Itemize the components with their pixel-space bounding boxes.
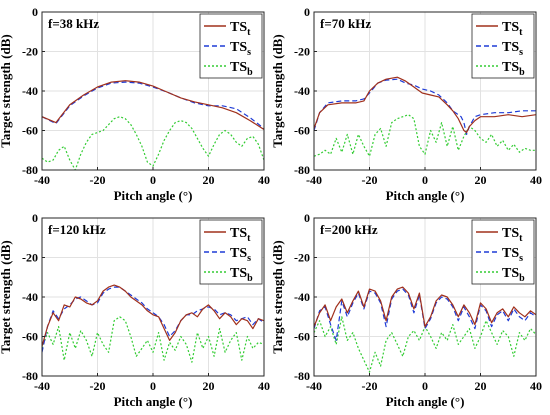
x-axis-label: Pitch angle (°) xyxy=(114,394,193,409)
chart-title: f=200 kHz xyxy=(320,222,378,237)
legend: TSt TSs TSb xyxy=(199,13,263,79)
legend-label-TSs: TSs xyxy=(230,40,251,58)
y-tick-label: -20 xyxy=(22,251,38,265)
legend-label-TSs: TSs xyxy=(230,246,251,264)
series-line-TSt xyxy=(314,76,536,134)
series-line-TSs xyxy=(314,288,536,341)
y-tick-label: -60 xyxy=(294,330,310,344)
series-line-TSt xyxy=(314,286,536,328)
y-tick-label: 0 xyxy=(304,211,310,225)
x-tick-label: -20 xyxy=(90,173,106,187)
legend: TSt TSs TSb xyxy=(471,13,535,79)
legend-label-TSt: TSt xyxy=(502,20,523,38)
x-tick-label: 40 xyxy=(258,173,270,187)
legend-label-TSs: TSs xyxy=(502,246,523,264)
x-tick-label: 40 xyxy=(530,379,542,393)
series-line-TSs xyxy=(42,81,264,129)
legend-label-TSb: TSb xyxy=(502,266,525,284)
y-tick-label: 0 xyxy=(304,5,310,19)
y-tick-label: -80 xyxy=(294,163,310,177)
legend-label-TSt: TSt xyxy=(230,226,251,244)
series-line-TSb xyxy=(42,116,264,170)
legend: TSt TSs TSb xyxy=(199,219,263,285)
y-tick-label: -60 xyxy=(22,330,38,344)
legend-box xyxy=(471,219,535,285)
x-tick-label: 20 xyxy=(475,379,487,393)
x-tick-label: 40 xyxy=(530,173,542,187)
chart-panel-2: -40 -20 0 20 40 0 -20 -40 -60 -80 Pitch angle (°) T… xyxy=(270,5,542,203)
legend-label-TSb: TSb xyxy=(230,266,253,284)
series-line-TSt xyxy=(42,284,264,347)
series-line-TSs xyxy=(314,78,536,135)
x-tick-label: 0 xyxy=(422,379,428,393)
y-tick-label: -80 xyxy=(22,163,38,177)
y-axis-label: Target strength (dB) xyxy=(270,34,285,147)
y-tick-label: -60 xyxy=(294,124,310,138)
chart-panel-1: -40 -20 0 20 40 0 -20 -40 -60 -80 Pitch angle (°) T… xyxy=(0,5,270,203)
x-tick-label: -20 xyxy=(362,379,378,393)
series-line-TSb xyxy=(314,114,536,157)
y-tick-label: -40 xyxy=(294,290,310,304)
series-line-TSt xyxy=(42,80,264,131)
chart-title: f=38 kHz xyxy=(48,16,99,31)
x-tick-label: 20 xyxy=(475,173,487,187)
legend-label-TSb: TSb xyxy=(502,60,525,78)
y-tick-label: -20 xyxy=(294,45,310,59)
chart-panel-3: -40 -20 0 20 40 0 -20 -40 -60 -80 Pitch angle (°) T… xyxy=(0,211,270,409)
y-tick-label: 0 xyxy=(32,211,38,225)
x-axis-label: Pitch angle (°) xyxy=(386,188,465,203)
series-line-TSb xyxy=(42,316,264,363)
y-axis-label: Target strength (dB) xyxy=(0,240,13,353)
y-tick-label: -40 xyxy=(294,84,310,98)
chart-title: f=70 kHz xyxy=(320,16,371,31)
series-line-TSs xyxy=(42,286,264,353)
x-tick-label: 0 xyxy=(150,379,156,393)
x-tick-label: 0 xyxy=(422,173,428,187)
legend-label-TSt: TSt xyxy=(502,226,523,244)
y-tick-label: -20 xyxy=(294,251,310,265)
legend-box xyxy=(199,219,263,285)
x-tick-label: -40 xyxy=(306,173,322,187)
legend-box xyxy=(199,13,263,79)
y-tick-label: -80 xyxy=(22,369,38,383)
x-tick-label: 40 xyxy=(258,379,270,393)
x-tick-label: -20 xyxy=(90,379,106,393)
chart-title: f=120 kHz xyxy=(48,222,106,237)
x-tick-label: -40 xyxy=(34,173,50,187)
x-tick-label: -40 xyxy=(34,379,50,393)
x-axis-label: Pitch angle (°) xyxy=(114,188,193,203)
x-tick-label: -20 xyxy=(362,173,378,187)
legend-label-TSb: TSb xyxy=(230,60,253,78)
x-tick-label: -40 xyxy=(306,379,322,393)
y-tick-label: -20 xyxy=(22,45,38,59)
legend-label-TSt: TSt xyxy=(230,20,251,38)
x-axis-label: Pitch angle (°) xyxy=(386,394,465,409)
chart-panel-4: -40 -20 0 20 40 0 -20 -40 -60 -80 Pitch angle (°) T… xyxy=(270,211,542,409)
x-tick-label: 20 xyxy=(203,173,215,187)
y-tick-label: -80 xyxy=(294,369,310,383)
y-tick-label: 0 xyxy=(32,5,38,19)
x-tick-label: 20 xyxy=(203,379,215,393)
x-tick-label: 0 xyxy=(150,173,156,187)
y-tick-label: -60 xyxy=(22,124,38,138)
y-axis-label: Target strength (dB) xyxy=(270,240,285,353)
legend-label-TSs: TSs xyxy=(502,40,523,58)
legend: TSt TSs TSb xyxy=(471,219,535,285)
y-tick-label: -40 xyxy=(22,290,38,304)
y-tick-label: -40 xyxy=(22,84,38,98)
y-axis-label: Target strength (dB) xyxy=(0,34,13,147)
legend-box xyxy=(471,13,535,79)
